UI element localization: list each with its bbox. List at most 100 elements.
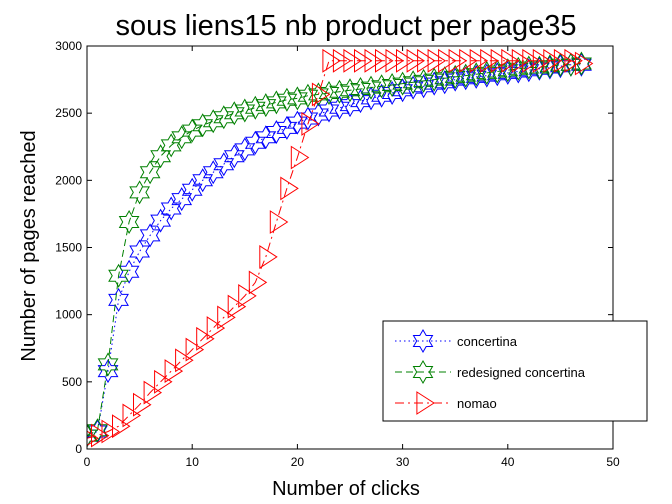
data-point [528, 56, 550, 81]
data-point [553, 48, 573, 73]
legend-label: redesigned concertina [457, 365, 586, 380]
x-tick-label: 50 [606, 455, 620, 469]
data-point [87, 430, 99, 447]
x-axis-label: Number of clicks [272, 478, 420, 500]
data-point [122, 403, 142, 428]
data-point [150, 208, 172, 233]
data-point [480, 48, 499, 73]
legend-box [382, 320, 648, 422]
data-point [259, 244, 278, 269]
legend-marker [412, 329, 434, 353]
data-point [417, 48, 436, 73]
data-point [213, 105, 235, 130]
data-point [248, 270, 268, 295]
data-point [448, 48, 468, 73]
data-point [350, 89, 371, 114]
data-point [301, 111, 320, 136]
data-point [244, 130, 266, 155]
data-point [133, 392, 152, 417]
data-point [118, 210, 140, 234]
data-point [459, 48, 478, 73]
data-point [571, 51, 592, 76]
data-point [276, 115, 298, 140]
data-point [455, 63, 477, 88]
data-point [385, 48, 405, 73]
data-point [139, 160, 161, 185]
series-concertina [87, 52, 592, 448]
data-point [375, 48, 394, 73]
data-point [322, 48, 341, 73]
data-point [507, 59, 529, 84]
x-tick-label: 10 [186, 455, 200, 469]
data-point [227, 294, 247, 319]
data-point [171, 187, 193, 212]
y-tick-label: 2500 [55, 106, 82, 120]
x-tick-label: 40 [501, 455, 515, 469]
data-point [381, 81, 403, 105]
x-tick-label: 20 [291, 455, 305, 469]
data-point [287, 110, 308, 135]
data-point [501, 48, 520, 73]
data-point [423, 67, 445, 92]
data-point [97, 359, 119, 384]
data-point [202, 160, 224, 185]
data-point [112, 414, 131, 439]
data-point [255, 93, 277, 118]
data-point [465, 64, 487, 89]
data-point [244, 95, 266, 120]
series-nomao [87, 48, 594, 448]
data-point [101, 419, 120, 444]
data-point [522, 48, 541, 73]
data-point [108, 287, 129, 312]
data-point [402, 70, 424, 95]
data-point [255, 125, 277, 150]
data-point [265, 119, 287, 145]
legend-item: concertina [395, 329, 518, 353]
plot-area [87, 46, 613, 449]
data-point [280, 176, 299, 201]
data-point [129, 180, 150, 205]
data-point [381, 73, 403, 97]
data-point [532, 48, 552, 73]
data-point [234, 137, 256, 162]
data-point [154, 369, 173, 394]
data-point [290, 145, 310, 170]
y-tick-label: 2000 [55, 173, 82, 187]
data-point [308, 102, 329, 127]
y-tick-label: 0 [75, 442, 82, 456]
legend-item: redesigned concertina [395, 360, 586, 384]
data-point [343, 48, 362, 73]
data-point [413, 74, 435, 99]
data-point [564, 48, 583, 73]
data-point [574, 51, 594, 76]
data-point [91, 423, 110, 448]
data-point [427, 48, 447, 73]
data-point [297, 106, 319, 131]
data-point [406, 48, 426, 73]
data-point [507, 56, 529, 81]
data-point [196, 326, 215, 351]
data-point [160, 133, 182, 158]
data-point [571, 52, 592, 77]
data-point [223, 144, 245, 169]
data-point [311, 82, 331, 107]
data-point [396, 48, 415, 73]
data-point [192, 113, 214, 138]
data-point [318, 98, 340, 123]
data-point [171, 125, 193, 150]
data-point [276, 87, 298, 112]
y-axis-label: Number of pages reached [18, 130, 40, 361]
legend-marker [416, 391, 435, 415]
data-point [223, 101, 245, 126]
data-point [238, 283, 257, 308]
series-redesigned-concertina [87, 51, 592, 448]
data-point [350, 77, 371, 101]
legend: concertina redesigned concertina nomao [382, 320, 648, 422]
data-point [490, 48, 510, 73]
series-layer [87, 48, 594, 448]
data-point [371, 74, 392, 99]
data-point [486, 59, 508, 84]
data-point [402, 75, 424, 100]
data-point [455, 66, 477, 91]
